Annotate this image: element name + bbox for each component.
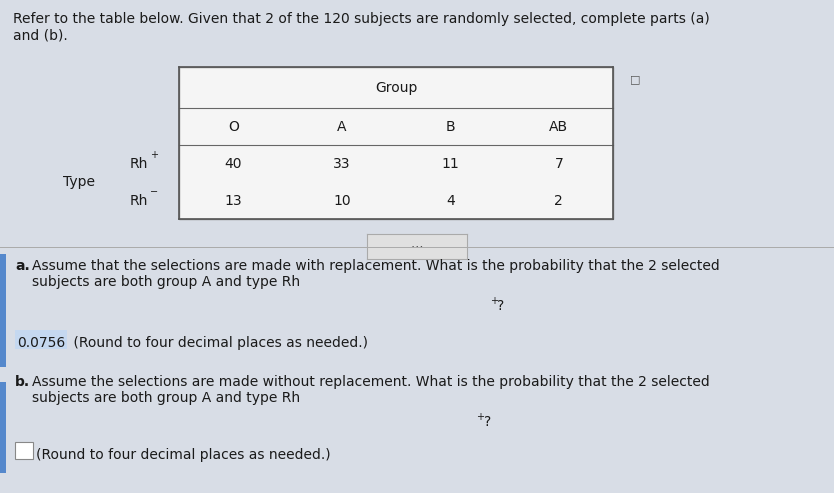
Text: a.: a. <box>15 259 30 273</box>
Text: Assume that the selections are made with replacement. What is the probability th: Assume that the selections are made with… <box>32 259 720 289</box>
Text: 0.0756: 0.0756 <box>17 336 65 350</box>
Text: 7: 7 <box>555 157 563 171</box>
Text: B: B <box>445 120 455 134</box>
Text: (Round to four decimal places as needed.): (Round to four decimal places as needed.… <box>69 336 369 350</box>
Text: 33: 33 <box>334 157 350 171</box>
Text: Group: Group <box>375 80 417 95</box>
Text: ⋯: ⋯ <box>411 240 423 253</box>
Text: Assume the selections are made without replacement. What is the probability that: Assume the selections are made without r… <box>32 375 710 405</box>
Text: +: + <box>476 412 485 422</box>
Text: 40: 40 <box>225 157 242 171</box>
Text: □: □ <box>630 74 641 84</box>
Text: Rh: Rh <box>129 194 148 208</box>
Text: −: − <box>150 187 158 197</box>
Text: 13: 13 <box>224 194 243 208</box>
Text: +: + <box>150 150 158 160</box>
Text: Rh: Rh <box>129 157 148 171</box>
Text: 2: 2 <box>555 194 563 208</box>
Text: Refer to the table below. Given that 2 of the 120 subjects are randomly selected: Refer to the table below. Given that 2 o… <box>13 12 709 42</box>
Text: O: O <box>228 120 239 134</box>
Text: 11: 11 <box>441 157 460 171</box>
Text: AB: AB <box>550 120 568 134</box>
Text: 4: 4 <box>446 194 455 208</box>
Text: ?: ? <box>497 299 505 313</box>
Text: 10: 10 <box>333 194 351 208</box>
Text: +: + <box>490 296 498 306</box>
Text: ?: ? <box>484 415 491 429</box>
Text: (Round to four decimal places as needed.): (Round to four decimal places as needed.… <box>36 448 330 462</box>
Text: A: A <box>337 120 347 134</box>
Text: Type: Type <box>63 176 94 189</box>
Text: b.: b. <box>15 375 30 388</box>
